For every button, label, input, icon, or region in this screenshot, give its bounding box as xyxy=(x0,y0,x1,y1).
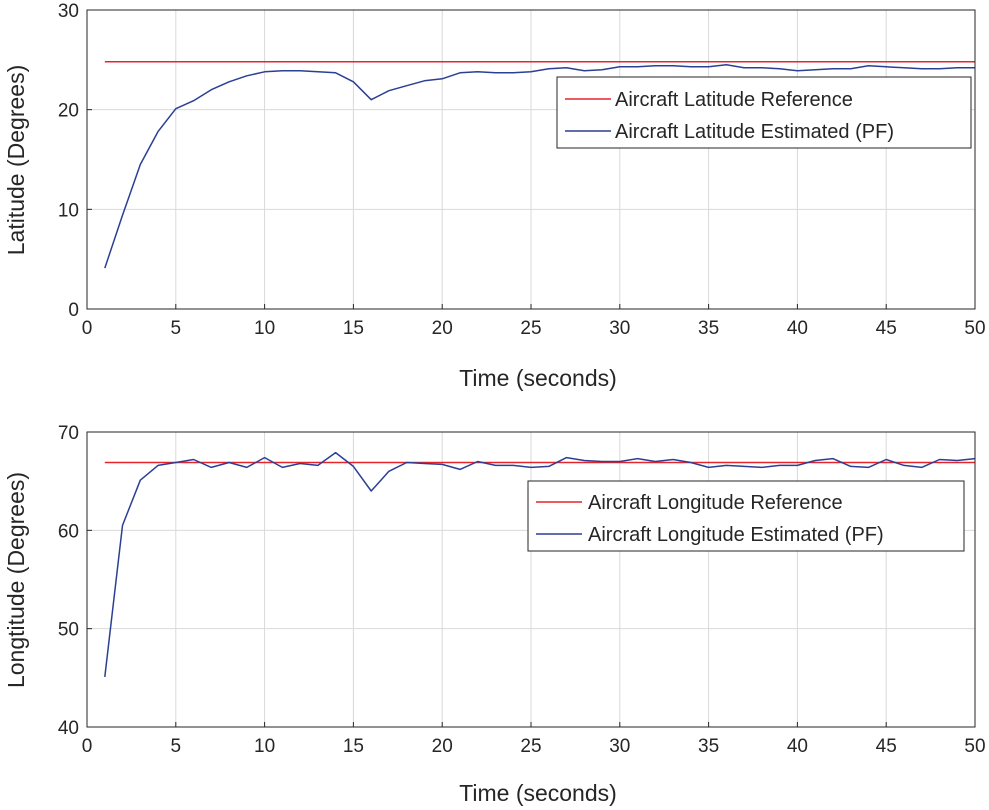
latitude-legend-box xyxy=(556,76,972,149)
longitude-legend-box xyxy=(527,480,965,552)
longitude-x-tick-label: 20 xyxy=(432,736,453,757)
latitude-legend-estimated-label: Aircraft Latitude Estimated (PF) xyxy=(615,121,894,143)
longitude-x-tick-label: 5 xyxy=(171,736,182,757)
latitude-plot-frame xyxy=(86,9,976,310)
latitude-series-lines xyxy=(104,61,975,269)
longitude-grid xyxy=(86,431,976,728)
longitude-y-tick-label: 60 xyxy=(58,521,79,542)
longitude-y-tick-label: 50 xyxy=(58,620,79,641)
latitude-x-tick-label: 35 xyxy=(698,318,719,339)
latitude-y-ticks: 0 10 20 30 xyxy=(58,1,92,321)
latitude-y-tick-label: 0 xyxy=(68,300,79,321)
longitude-x-tick-label: 15 xyxy=(343,736,364,757)
longitude-y-tick-label: 40 xyxy=(58,718,79,739)
longitude-plot-frame xyxy=(86,431,976,728)
latitude-y-tick-label: 20 xyxy=(58,101,79,122)
latitude-x-tick-label: 5 xyxy=(171,318,182,339)
longitude-x-tick-label: 50 xyxy=(964,736,985,757)
latitude-x-tick-label: 10 xyxy=(254,318,275,339)
latitude-legend-reference-label: Aircraft Latitude Reference xyxy=(615,89,853,111)
latitude-legend: Aircraft Latitude Reference Aircraft Lat… xyxy=(556,76,972,149)
longitude-x-tick-label: 35 xyxy=(698,736,719,757)
longitude-x-tick-label: 30 xyxy=(609,736,630,757)
longitude-legend-estimated-label: Aircraft Longitude Estimated (PF) xyxy=(588,524,884,546)
longitude-x-axis-label: Time (seconds) xyxy=(459,780,617,806)
latitude-x-tick-label: 40 xyxy=(787,318,808,339)
latitude-y-tick-label: 10 xyxy=(58,200,79,221)
latitude-x-tick-label: 0 xyxy=(82,318,93,339)
latitude-estimated-line xyxy=(104,64,975,269)
latitude-chart-background xyxy=(0,0,989,400)
latitude-x-tick-label: 20 xyxy=(432,318,453,339)
longitude-legend-reference-label: Aircraft Longitude Reference xyxy=(588,492,843,514)
longitude-x-tick-label: 0 xyxy=(82,736,93,757)
latitude-x-tick-label: 45 xyxy=(876,318,897,339)
longitude-estimated-line xyxy=(104,451,976,677)
longitude-chart: 0 5 10 15 20 25 30 35 40 45 50 40 50 60 70 Time (seco… xyxy=(3,423,986,806)
longitude-x-tick-label: 45 xyxy=(876,736,897,757)
latitude-x-ticks: 0 5 10 15 20 25 30 35 40 45 50 xyxy=(82,304,986,339)
longitude-x-ticks: 0 5 10 15 20 25 30 35 40 45 50 xyxy=(82,722,986,757)
longitude-y-tick-label: 70 xyxy=(58,423,79,444)
latitude-y-axis-label: Latitude (Degrees) xyxy=(3,65,29,256)
latitude-x-tick-label: 30 xyxy=(609,318,630,339)
longitude-x-tick-label: 25 xyxy=(520,736,541,757)
latitude-x-tick-label: 15 xyxy=(343,318,364,339)
latitude-chart: 0 5 10 15 20 25 30 35 40 45 50 0 10 20 30 Time (secon… xyxy=(0,0,989,400)
longitude-x-tick-label: 40 xyxy=(787,736,808,757)
latitude-x-axis-label: Time (seconds) xyxy=(459,365,617,391)
latitude-x-tick-label: 50 xyxy=(964,318,985,339)
longitude-y-axis-label: Longtitude (Degrees) xyxy=(3,472,29,688)
longitude-series-lines xyxy=(104,451,976,677)
longitude-y-ticks: 40 50 60 70 xyxy=(58,423,92,739)
longitude-x-tick-label: 10 xyxy=(254,736,275,757)
longitude-legend: Aircraft Longitude Reference Aircraft Lo… xyxy=(527,480,965,552)
latitude-x-tick-label: 25 xyxy=(520,318,541,339)
latitude-y-tick-label: 30 xyxy=(58,1,79,22)
